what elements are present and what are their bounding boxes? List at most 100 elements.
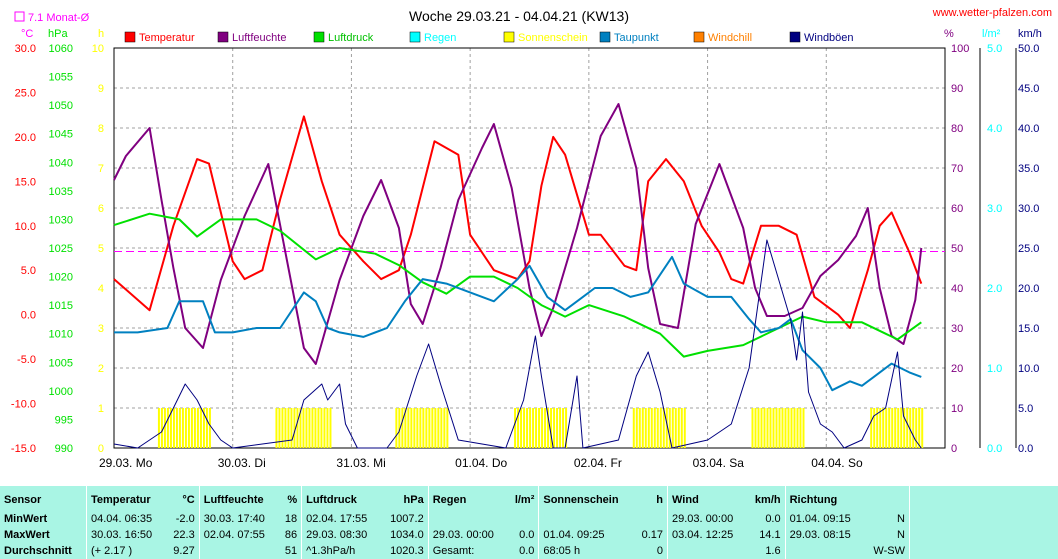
sunshine-bar-segment xyxy=(290,408,293,448)
stats-header-label: Temperatur xyxy=(85,486,166,511)
sunshine-bar-segment xyxy=(431,408,434,448)
stats-cell-value: 14.1 xyxy=(759,529,781,541)
sunshine-bar-segment xyxy=(635,408,638,448)
stats-spacer xyxy=(909,486,1058,511)
unit-humidity: % xyxy=(944,28,954,40)
stats-header-label: Regen xyxy=(427,486,508,511)
sunshine-bar-segment xyxy=(562,408,565,448)
sunshine-bar-segment xyxy=(659,408,662,448)
sunshine-bar-segment xyxy=(641,408,644,448)
sunshine-bar-segment xyxy=(870,408,873,448)
sunshine-bar-segment xyxy=(680,408,683,448)
sunshine-bar-segment xyxy=(425,408,428,448)
legend-swatch xyxy=(124,31,136,43)
axes: 30.025.020.015.010.05.00.0-5.0-10.0-15.0… xyxy=(11,43,1040,470)
sunshine-bar-segment xyxy=(299,408,302,448)
stats-row-label: Durchschnitt xyxy=(4,545,72,557)
rain-axis-tick-label: 0.0 xyxy=(987,443,1002,455)
sunshine-bar xyxy=(751,408,805,448)
rain-axis-tick-label: 4.0 xyxy=(987,123,1002,135)
sunshine-bar-segment xyxy=(891,408,894,448)
stats-cell-time: 02.04. 07:55 xyxy=(198,527,279,543)
humidity-axis-tick-label: 40 xyxy=(951,283,963,295)
stats-cell-value: 1.6 xyxy=(765,545,781,557)
temperature-axis-tick-label: 0.0 xyxy=(21,310,36,322)
stats-cell-value xyxy=(507,511,539,527)
sunshine-bar-segment xyxy=(775,408,778,448)
rain-axis-tick-label: 1.0 xyxy=(987,363,1002,375)
sunshine-axis-tick-label: 7 xyxy=(98,163,104,175)
stats-header-unit xyxy=(864,486,910,511)
sunshine-bar-segment xyxy=(284,408,287,448)
sunshine-bar-segment xyxy=(323,408,326,448)
sunshine-bar xyxy=(514,408,568,448)
weather-chart: Woche 29.03.21 - 04.04.21 (KW13) www.wet… xyxy=(10,7,1052,470)
sunshine-bar-segment xyxy=(900,408,903,448)
sunshine-axis-tick-label: 3 xyxy=(98,323,104,335)
sunshine-axis-tick-label: 8 xyxy=(98,123,104,135)
sunshine-bar-segment xyxy=(169,408,172,448)
humidity-axis-tick-label: 80 xyxy=(951,123,963,135)
sunshine-bar-segment xyxy=(662,408,665,448)
sunshine-axis-tick-label: 0 xyxy=(98,443,104,455)
wind-axis-tick-label: 10.0 xyxy=(1018,363,1039,375)
stats-cell-time xyxy=(427,511,508,527)
site-link[interactable]: www.wetter-pfalzen.com xyxy=(932,7,1052,19)
pressure-axis-tick-label: 1050 xyxy=(49,100,73,112)
sunshine-bar-segment xyxy=(416,408,419,448)
sunshine-bar-segment xyxy=(419,408,422,448)
sunshine-bar-segment xyxy=(160,408,163,448)
rain-axis-tick-label: 3.0 xyxy=(987,203,1002,215)
temperature-axis-tick-label: 25.0 xyxy=(15,87,36,99)
x-tick-label: 30.03. Di xyxy=(218,456,266,470)
stats-cell-time: 29.03. 00:00 xyxy=(667,511,747,527)
series-line-windben xyxy=(113,239,922,449)
stats-header-unit: l/m² xyxy=(514,494,535,506)
stats-header-unit: hPa xyxy=(403,494,424,506)
sunshine-bar-segment xyxy=(172,408,175,448)
legend-label: Luftfeuchte xyxy=(232,32,286,44)
wind-axis-tick-label: 50.0 xyxy=(1018,43,1039,55)
sunshine-bar-segment xyxy=(314,408,317,448)
legend-item-temperatur: Temperatur xyxy=(124,31,195,44)
sunshine-bar-segment xyxy=(873,408,876,448)
sunshine-bar-segment xyxy=(190,408,193,448)
sunshine-bar-segment xyxy=(547,408,550,448)
stats-header-label: Sonnenschein xyxy=(538,486,634,511)
sunshine-bar-segment xyxy=(166,408,169,448)
sunshine-bar-segment xyxy=(760,408,763,448)
sunshine-bar-segment xyxy=(538,408,541,448)
temperature-axis-tick-label: -5.0 xyxy=(17,354,36,366)
statistics-table: Sensor Temperatur °C Luftfeuchte% Luftdruck h… xyxy=(0,486,1058,559)
humidity-axis-tick-label: 20 xyxy=(951,363,963,375)
legend-item-windchill: Windchill xyxy=(693,31,752,44)
sunshine-bar-segment xyxy=(921,408,924,448)
wind-axis-tick-label: 20.0 xyxy=(1018,283,1039,295)
temperature-axis-tick-label: 15.0 xyxy=(15,176,36,188)
humidity-axis-tick-label: 10 xyxy=(951,403,963,415)
stats-cell-time: 03.04. 12:25 xyxy=(667,527,747,543)
legend-swatch xyxy=(313,31,325,43)
stats-row: MinWert 04.04. 06:35 -2.0 30.03. 17:40 18 02.… xyxy=(0,511,1058,527)
x-tick-label: 31.03. Mi xyxy=(336,456,385,470)
sunshine-bar-segment xyxy=(175,408,178,448)
wind-axis-tick-label: 0.0 xyxy=(1018,443,1033,455)
sunshine-bar-segment xyxy=(879,408,882,448)
pressure-axis-tick-label: 1030 xyxy=(49,214,73,226)
sunshine-bar-segment xyxy=(912,408,915,448)
pressure-axis-tick-label: 1000 xyxy=(49,386,73,398)
stats-row: Durchschnitt (+ 2.17 ) 9.27 51 ^1.3hPa/h 1020… xyxy=(0,543,1058,559)
sunshine-bar-segment xyxy=(535,408,538,448)
sunshine-bar-segment xyxy=(278,408,281,448)
sunshine-bar-segment xyxy=(413,408,416,448)
humidity-axis-tick-label: 30 xyxy=(951,323,963,335)
sunshine-bar-segment xyxy=(665,408,668,448)
sunshine-bar-segment xyxy=(885,408,888,448)
sunshine-bar-segment xyxy=(656,408,659,448)
sunshine-axis-tick-label: 1 xyxy=(98,403,104,415)
sunshine-bar-segment xyxy=(178,408,181,448)
stats-cell-value: 0 xyxy=(656,545,664,557)
legend-label: Sonnenschein xyxy=(518,32,588,44)
stats-cell-value: 51 xyxy=(284,545,298,557)
stats-cell-value: N xyxy=(897,529,905,541)
